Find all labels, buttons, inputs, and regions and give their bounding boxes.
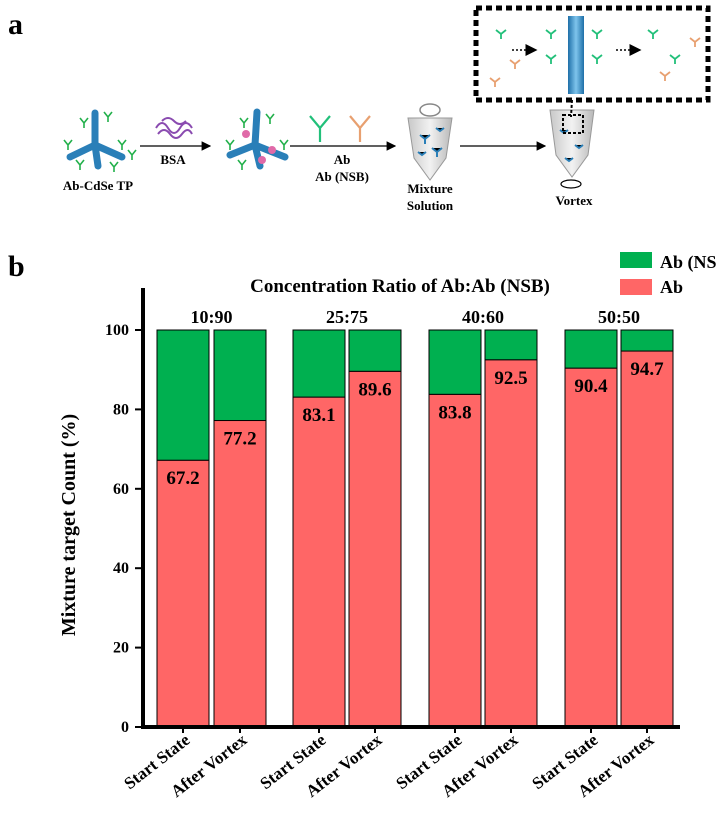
legend-label-ab-nsb: Ab (NSB) — [660, 252, 716, 273]
nanorod-icon — [568, 16, 584, 94]
data-label-0: 67.2 — [166, 468, 199, 489]
bar-ab-nsb-2 — [292, 329, 346, 398]
group-label-3: 50:50 — [598, 307, 640, 327]
legend-swatch-ab — [620, 279, 652, 295]
group-ratio-labels: 10:90 25:75 40:60 50:50 — [191, 307, 641, 327]
bar-ab-3 — [348, 370, 402, 728]
bsa-blocked-tetrapod-icon — [225, 108, 289, 170]
group-label-0: 10:90 — [191, 307, 233, 327]
data-label-2: 83.1 — [302, 405, 335, 426]
panel-a-letter: a — [8, 8, 23, 41]
vortex-label: Vortex — [555, 193, 593, 208]
bar-ab-nsb-7 — [620, 329, 674, 352]
mixture-label-line2: Solution — [407, 198, 454, 213]
legend-swatch-ab-nsb — [620, 252, 652, 268]
y-tick-label-3: 60 — [113, 481, 129, 498]
bar-ab-4 — [428, 393, 482, 728]
legend-label-ab: Ab — [660, 277, 683, 297]
bar-ab-5 — [484, 359, 538, 728]
group-label-1: 25:75 — [326, 307, 368, 327]
y-axis-label: Mixture target Count (%) — [58, 414, 80, 636]
y-axis-ticks: 0 20 40 60 80 100 — [105, 322, 143, 736]
mixture-tube-icon — [407, 103, 453, 181]
y-tick-label-0: 0 — [121, 719, 129, 736]
bar-ab-nsb-1 — [213, 329, 267, 422]
vortex-tube-icon — [549, 109, 595, 178]
inset-connector — [570, 99, 573, 118]
bsa-protein-icon — [155, 117, 193, 139]
y-tick-label-2: 40 — [113, 560, 129, 577]
panel-b-letter: b — [8, 250, 25, 283]
panel-b: b Ab (NSB) Ab Concentration Ratio of Ab:… — [8, 250, 716, 801]
rotate-arrows-icon — [560, 179, 582, 189]
bar-ab-6 — [564, 367, 618, 728]
panel-a: a Ab-CdSe TP — [8, 5, 711, 213]
y-tick-label-1: 20 — [113, 640, 129, 657]
bar-ab-0 — [156, 459, 210, 728]
ab-label: Ab — [334, 152, 351, 167]
chart-subtitle: Concentration Ratio of Ab:Ab (NSB) — [250, 276, 550, 297]
y-tick-label-4: 80 — [113, 401, 129, 418]
bars: 67.2 77.2 83.1 89.6 83.8 92.5 90.4 94.7 — [156, 329, 674, 728]
bar-ab-nsb-3 — [348, 329, 402, 372]
bar-ab-2 — [292, 396, 346, 728]
tetrapod-label: Ab-CdSe TP — [63, 178, 133, 193]
legend: Ab (NSB) Ab — [620, 252, 716, 297]
data-label-6: 90.4 — [574, 376, 608, 397]
bar-ab-1 — [213, 420, 267, 728]
ab-nsb-label: Ab (NSB) — [315, 169, 369, 184]
bar-ab-7 — [620, 350, 674, 728]
bar-ab-nsb-6 — [564, 329, 618, 369]
data-label-5: 92.5 — [494, 368, 527, 389]
data-label-1: 77.2 — [223, 429, 256, 450]
bar-ab-nsb-4 — [428, 329, 482, 395]
bar-ab-nsb-5 — [484, 329, 538, 361]
data-label-4: 83.8 — [438, 402, 471, 423]
ab-cdse-tetrapod-icon — [63, 109, 137, 172]
y-tick-label-5: 100 — [105, 322, 129, 339]
bsa-label: BSA — [160, 152, 186, 167]
data-label-7: 94.7 — [630, 359, 664, 380]
group-label-2: 40:60 — [462, 307, 504, 327]
magnified-inset — [473, 5, 711, 103]
data-label-3: 89.6 — [358, 379, 391, 400]
ab-nsb-antibody-icon — [349, 115, 371, 142]
mixture-label-line1: Mixture — [407, 181, 452, 196]
bar-ab-nsb-0 — [156, 329, 210, 461]
ab-antibody-icon — [309, 115, 331, 142]
